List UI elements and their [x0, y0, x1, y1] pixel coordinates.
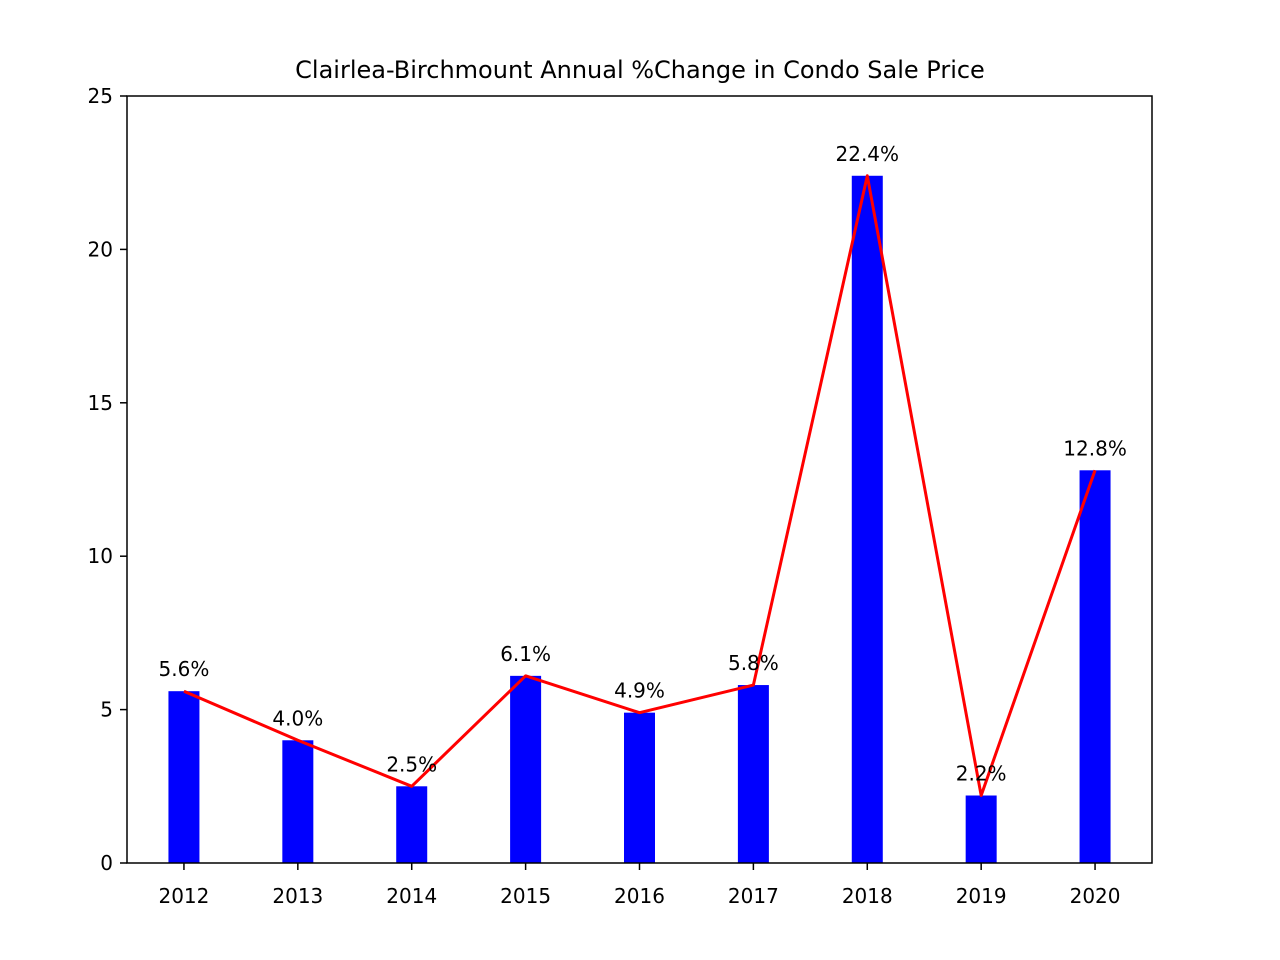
y-tick-label-5: 5	[100, 698, 113, 722]
x-tick-label-2018: 2018	[842, 884, 893, 908]
data-label-2018: 22.4%	[836, 142, 900, 166]
y-tick-label-25: 25	[88, 84, 113, 108]
data-label-group: 5.6% 4.0% 2.5% 6.1% 4.9% 5.8% 22.4% 2.2% 12.8%	[159, 142, 1127, 786]
data-label-2020: 12.8%	[1063, 436, 1127, 460]
bar-2020	[1079, 470, 1111, 863]
data-label-2013: 4.0%	[272, 706, 323, 730]
bar-2018	[851, 175, 883, 863]
y-tick-label-15: 15	[88, 391, 113, 415]
bar-2016	[624, 712, 655, 863]
data-label-2017: 5.8%	[728, 651, 779, 675]
y-tick-label-10: 10	[88, 544, 113, 568]
bar-2012	[168, 691, 200, 863]
data-label-2015: 6.1%	[500, 642, 551, 666]
bar-2015	[510, 675, 542, 863]
x-tick-label-2019: 2019	[956, 884, 1007, 908]
data-label-2012: 5.6%	[159, 657, 210, 681]
y-tick-label-20: 20	[88, 237, 113, 261]
trend-line	[183, 174, 1097, 798]
x-tick-label-2015: 2015	[500, 884, 551, 908]
x-tick-label-2020: 2020	[1070, 884, 1121, 908]
line-group	[183, 174, 1097, 798]
bar-2019	[965, 795, 997, 863]
bar-2017	[737, 685, 769, 863]
x-tick-label-2013: 2013	[272, 884, 323, 908]
x-tick-label-2016: 2016	[614, 884, 665, 908]
x-tick-label-2017: 2017	[728, 884, 779, 908]
axes-group: 0 5 10 15 20 25 2012 2013 2014 2015 2016 2017 2018 20…	[88, 84, 1153, 908]
bar-2013	[282, 740, 314, 863]
x-tick-label-2012: 2012	[158, 884, 209, 908]
bar-2014	[396, 786, 428, 863]
chart-title: Clairlea-Birchmount Annual %Change in Co…	[295, 56, 985, 84]
data-label-2016: 4.9%	[614, 679, 665, 703]
bar-group	[168, 175, 1111, 863]
y-tick-label-0: 0	[100, 851, 113, 875]
data-label-2014: 2.5%	[386, 752, 437, 776]
data-label-2019: 2.2%	[956, 762, 1007, 786]
x-tick-label-2014: 2014	[386, 884, 437, 908]
